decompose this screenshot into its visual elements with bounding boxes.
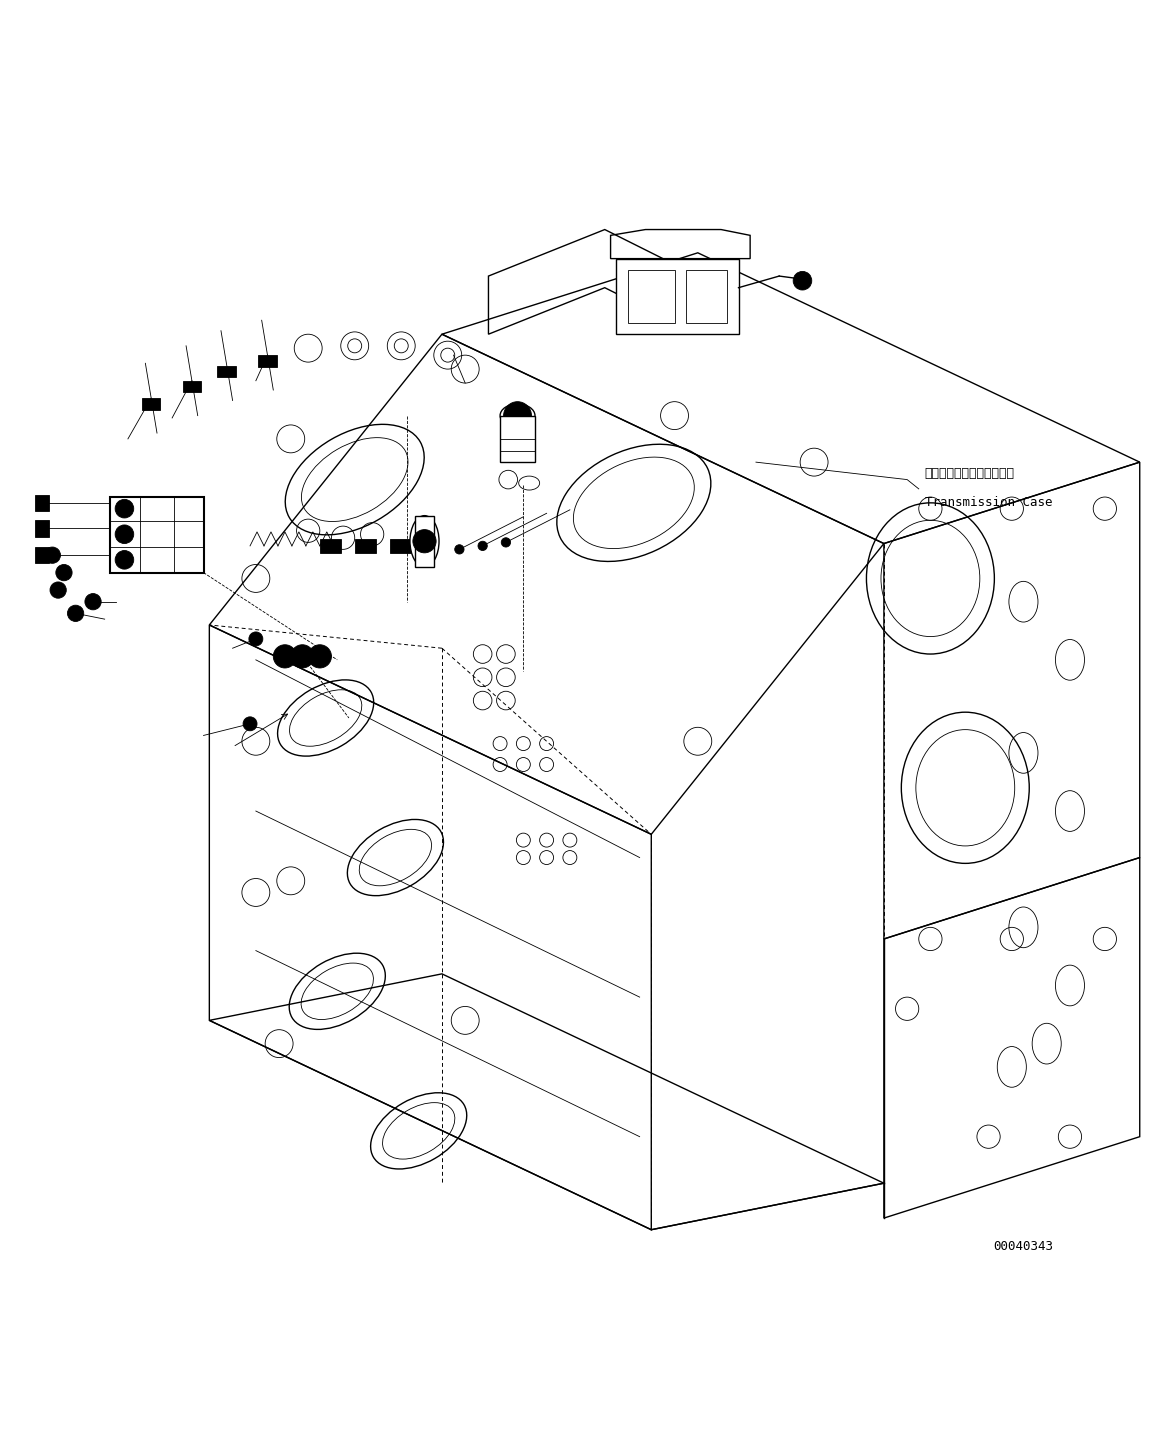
Bar	[628, 270, 675, 323]
Bar	[217, 366, 236, 378]
Circle shape	[243, 717, 257, 731]
Text: Transmission Case: Transmission Case	[925, 497, 1053, 510]
Ellipse shape	[409, 516, 440, 567]
Bar	[183, 381, 201, 392]
Bar	[320, 538, 341, 553]
Circle shape	[793, 271, 812, 290]
Circle shape	[50, 582, 66, 599]
Bar	[413, 538, 434, 553]
Bar	[142, 398, 160, 409]
Bar	[500, 415, 535, 462]
Circle shape	[249, 632, 263, 646]
Circle shape	[115, 526, 134, 544]
Circle shape	[44, 547, 60, 563]
Circle shape	[455, 544, 464, 554]
Text: トランスミッションケース: トランスミッションケース	[925, 467, 1014, 480]
Text: 00040343: 00040343	[993, 1239, 1054, 1254]
Circle shape	[501, 537, 511, 547]
Circle shape	[478, 541, 487, 550]
Circle shape	[308, 645, 331, 668]
Circle shape	[273, 645, 297, 668]
Bar	[616, 258, 739, 335]
Ellipse shape	[500, 404, 535, 428]
Bar	[110, 497, 204, 573]
Bar	[686, 270, 727, 323]
Circle shape	[115, 500, 134, 518]
Bar	[35, 520, 49, 537]
Circle shape	[56, 564, 72, 580]
Bar	[35, 547, 49, 563]
Circle shape	[115, 550, 134, 569]
Circle shape	[413, 530, 436, 553]
Bar	[390, 538, 411, 553]
Bar	[258, 355, 277, 366]
Circle shape	[504, 402, 531, 429]
Bar	[35, 495, 49, 511]
Bar	[355, 538, 376, 553]
Circle shape	[85, 593, 101, 610]
Bar	[415, 516, 434, 567]
Circle shape	[67, 605, 84, 622]
Circle shape	[291, 645, 314, 668]
